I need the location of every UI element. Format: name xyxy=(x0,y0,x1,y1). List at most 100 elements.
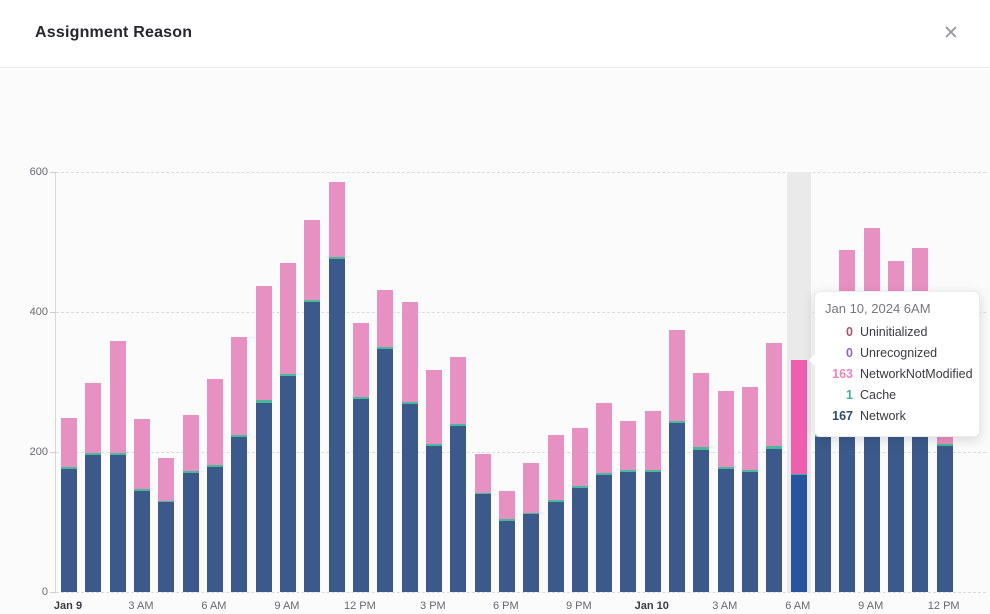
segment-network-not-modified xyxy=(231,336,248,436)
bar-jan-10-5am[interactable] xyxy=(766,342,783,592)
segment-cache xyxy=(182,470,199,473)
segment-cache xyxy=(231,435,248,438)
segment-cache xyxy=(523,512,540,515)
bar-jan-9-6pm[interactable] xyxy=(498,491,515,592)
tooltip-arrow xyxy=(809,354,815,366)
bar-jan-9-6am[interactable] xyxy=(206,378,223,593)
tooltip-label: Unrecognized xyxy=(860,345,938,360)
bar-jan-9-1pm[interactable] xyxy=(377,290,394,592)
tooltip-value: 1 xyxy=(846,387,853,402)
segment-cache xyxy=(61,466,77,469)
segment-network xyxy=(328,258,345,592)
tooltip-rows: 0 Uninitialized 0 Unrecognized 163 NetworkNot… xyxy=(825,321,972,426)
segment-cache xyxy=(620,470,637,473)
segment-network xyxy=(377,349,394,592)
bar-jan-9-11pm[interactable] xyxy=(620,421,637,592)
modal-header: Assignment Reason ✕ xyxy=(0,0,990,68)
segment-network-not-modified xyxy=(401,301,418,403)
segment-network xyxy=(620,472,637,592)
segment-network-not-modified xyxy=(328,181,345,257)
bar-jan-9-8am[interactable] xyxy=(255,286,272,592)
segment-network-not-modified xyxy=(352,323,369,398)
bar-jan-9-2am[interactable] xyxy=(109,341,126,592)
segment-cache xyxy=(498,519,515,521)
bar-jan-9-3am[interactable] xyxy=(133,419,150,592)
bar-jan-9-5am[interactable] xyxy=(182,414,199,592)
x-tick-label-6-am: 6 AM xyxy=(785,600,811,612)
bar-jan-9-12pm[interactable] xyxy=(352,323,369,592)
bar-jan-10-12am[interactable] xyxy=(644,410,661,592)
segment-network xyxy=(85,454,102,592)
y-tick-label-400: 400 xyxy=(29,306,48,318)
bar-jan-10-1am[interactable] xyxy=(669,329,686,593)
bar-jan-10-4am[interactable] xyxy=(742,386,759,592)
y-tick-label-200: 200 xyxy=(29,446,48,458)
segment-network-not-modified xyxy=(85,383,102,453)
segment-cache xyxy=(547,500,564,502)
segment-cache xyxy=(571,486,588,489)
bar-jan-9-2pm[interactable] xyxy=(401,301,418,593)
segment-network xyxy=(182,473,199,592)
y-axis: 0 200 400 600 xyxy=(0,166,48,598)
segment-network-not-modified xyxy=(693,372,710,448)
segment-network xyxy=(425,446,442,592)
x-tick-label-3-pm: 3 PM xyxy=(420,600,446,612)
segment-cache xyxy=(717,466,734,469)
tooltip-value: 0 xyxy=(846,345,853,360)
tooltip-title: Jan 10, 2024 6AM xyxy=(825,301,931,316)
tooltip-row-uninitialized: 0 Uninitialized xyxy=(825,321,969,342)
segment-network-not-modified xyxy=(620,421,637,471)
bar-jan-10-12pm[interactable] xyxy=(936,429,953,592)
bar-jan-10-6am[interactable] xyxy=(790,360,807,592)
modal-title: Assignment Reason xyxy=(35,24,193,41)
bar-jan-9-4am[interactable] xyxy=(158,458,175,592)
segment-network xyxy=(766,449,783,592)
segment-network-not-modified xyxy=(206,378,223,466)
bar-jan-10-2am[interactable] xyxy=(693,372,710,592)
bar-jan-9-1am[interactable] xyxy=(85,383,102,592)
segment-network xyxy=(474,494,491,592)
bar-jan-9-7am[interactable] xyxy=(231,336,248,593)
bar-jan-9-9am[interactable] xyxy=(279,263,296,592)
segment-network xyxy=(158,502,175,592)
segment-network-not-modified xyxy=(571,427,588,487)
bar-jan-9-9pm[interactable] xyxy=(571,427,588,593)
tooltip-row-networknotmodified: 163 NetworkNotModified xyxy=(825,363,972,384)
segment-network-not-modified xyxy=(255,286,272,401)
segment-network-not-modified xyxy=(182,414,199,471)
segment-network-not-modified xyxy=(766,342,783,447)
y-tick-label-0: 0 xyxy=(41,586,48,598)
segment-network xyxy=(571,488,588,592)
bar-jan-9-5pm[interactable] xyxy=(474,454,491,592)
tooltip-row-unrecognized: 0 Unrecognized xyxy=(825,342,969,363)
bar-jan-9-11am[interactable] xyxy=(328,181,345,592)
segment-network-not-modified xyxy=(304,220,321,301)
bar-jan-9-10pm[interactable] xyxy=(596,403,613,592)
segment-network-not-modified xyxy=(717,391,734,467)
segment-network-not-modified xyxy=(133,419,150,490)
y-tick-mark xyxy=(50,172,56,173)
bar-jan-9-7pm[interactable] xyxy=(523,463,540,592)
segment-network-not-modified xyxy=(742,386,759,471)
bar-jan-9-4pm[interactable] xyxy=(450,356,467,592)
bar-jan-9-12am[interactable] xyxy=(61,417,77,592)
segment-network-not-modified xyxy=(61,417,77,467)
x-tick-label-3-am: 3 AM xyxy=(712,600,738,612)
x-tick-label-jan-9: Jan 9 xyxy=(53,600,83,612)
segment-network xyxy=(61,468,77,592)
y-tick-mark xyxy=(50,312,56,313)
segment-cache xyxy=(790,474,807,476)
x-tick-label-3-am: 3 AM xyxy=(128,600,154,612)
segment-network xyxy=(693,449,710,592)
close-button[interactable]: ✕ xyxy=(938,21,964,47)
bar-jan-9-10am[interactable] xyxy=(304,220,321,592)
gridline-y-600 xyxy=(56,172,986,173)
segment-network xyxy=(255,403,272,592)
bar-jan-9-8pm[interactable] xyxy=(547,435,564,592)
bar-jan-10-3am[interactable] xyxy=(717,391,734,592)
bar-jan-9-3pm[interactable] xyxy=(425,370,442,592)
segment-network-not-modified xyxy=(669,329,686,421)
segment-cache xyxy=(596,473,613,476)
segment-cache xyxy=(206,465,223,468)
